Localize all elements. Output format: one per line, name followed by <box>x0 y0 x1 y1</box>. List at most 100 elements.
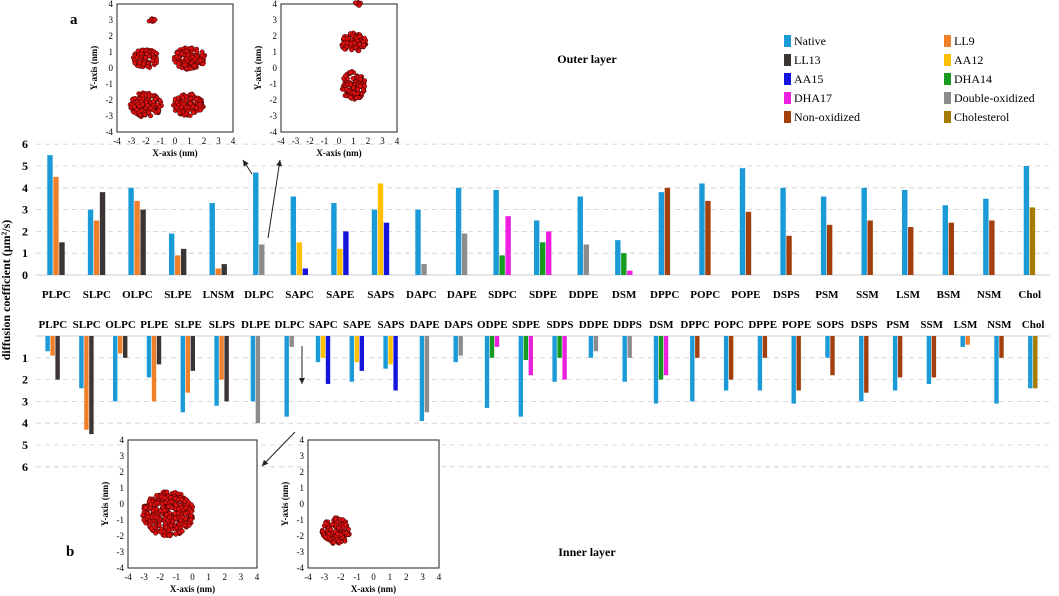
category-label-saps: SAPS <box>377 319 404 331</box>
category-label-sapc: SAPC <box>309 319 338 331</box>
category-label-plpc: PLPC <box>39 319 68 331</box>
bar-nsm-native <box>994 336 999 404</box>
inset-y-tick: -2 <box>270 95 278 105</box>
legend-swatch-cholesterol <box>944 111 951 123</box>
bar-nsm-native <box>983 198 989 275</box>
particle <box>144 103 150 109</box>
inset-y-tick: 3 <box>273 15 278 25</box>
category-label-dape: DAPE <box>410 319 440 331</box>
particle <box>161 508 167 513</box>
category-label-slpe: SLPE <box>174 319 202 331</box>
arrow-outer-left <box>242 159 253 175</box>
inset-x-tick: -3 <box>321 572 329 582</box>
bar-slpc-native <box>79 336 84 389</box>
particle-cluster <box>140 489 196 539</box>
y-tick-label-outer: 1 <box>22 246 28 260</box>
y-tick-label-outer: 2 <box>22 224 28 238</box>
particle-cluster <box>353 0 363 8</box>
particle <box>353 45 359 50</box>
particle <box>348 70 354 75</box>
y-tick-label-inner: 2 <box>22 373 28 387</box>
bar-dsm-dha17 <box>663 336 669 376</box>
category-label-popc: POPC <box>714 319 744 331</box>
particle <box>320 528 326 534</box>
particle <box>341 36 346 41</box>
particle <box>150 508 156 513</box>
y-tick-label-inner: 1 <box>22 351 28 365</box>
legend-label-native: Native <box>794 34 826 48</box>
bar-olpc-ll13 <box>140 209 146 275</box>
particle <box>184 48 189 54</box>
bar-daps-double-oxidized <box>458 336 463 356</box>
inset-y-tick: 1 <box>120 483 125 493</box>
bar-sops-non-oxidized <box>830 336 835 376</box>
particle <box>198 107 203 113</box>
particle-cluster <box>146 16 158 24</box>
particle <box>192 63 198 69</box>
category-label-dlpc: DLPC <box>244 289 274 301</box>
inset-y-tick: 3 <box>300 451 305 461</box>
bar-olpc-ll13 <box>123 336 128 358</box>
inset-x-tick: -1 <box>353 572 361 582</box>
particle-cluster <box>171 45 208 72</box>
particle <box>173 502 179 508</box>
bar-slpc-ll9 <box>84 336 89 430</box>
category-label-chol: Chol <box>1022 319 1045 331</box>
particle <box>173 531 179 537</box>
legend-label-aa15: AA15 <box>794 72 823 86</box>
inset-inner-right: -4 -3 -2 -1 0 1 2 3 4 4 3 2 1 0 -1 -2 -3 -4 X-axis (nm) Y-a… <box>280 435 442 594</box>
particle <box>150 58 155 64</box>
inset-x-tick: -2 <box>142 136 150 146</box>
bar-saps-native <box>383 336 388 369</box>
y-tick-label-outer: 3 <box>22 203 28 217</box>
bar-popc-native <box>723 336 729 391</box>
inset-frame <box>307 439 440 569</box>
inset-y-tick: -1 <box>270 79 278 89</box>
bar-saps-aa12 <box>388 336 393 365</box>
particle <box>164 489 170 495</box>
particle <box>340 517 346 522</box>
bar-sdpe-dha14 <box>540 242 546 275</box>
category-label-dsm: DSM <box>649 319 674 331</box>
bar-dape-native <box>419 336 425 422</box>
inset-x-tick: -2 <box>337 572 345 582</box>
legend-swatch-dha14 <box>944 73 951 85</box>
inset-y-label: Y-axis (nm) <box>280 482 290 526</box>
category-label-slpe: SLPE <box>164 289 192 301</box>
category-label-sdpc: SDPC <box>488 289 517 301</box>
legend: Native LL9 LL13 AA12 AA15 DHA14 DHA17 Double-ox… <box>784 34 1035 124</box>
inset-y-tick: 0 <box>120 499 125 509</box>
particle <box>162 515 168 521</box>
inset-y-label: Y-axis (nm) <box>89 46 99 90</box>
particle <box>172 511 178 516</box>
category-label-slpc: SLPC <box>73 319 101 331</box>
bar-slpe-ll13 <box>190 336 195 371</box>
particle <box>358 83 363 89</box>
outer-layer-title: Outer layer <box>557 52 617 66</box>
bar-dlpc-double-oxidized <box>289 336 294 347</box>
particle <box>335 531 341 537</box>
bar-slpe-ll13 <box>180 248 187 275</box>
inset-y-tick: 2 <box>109 31 114 41</box>
legend-label-non-oxidized: Non-oxidized <box>794 110 860 124</box>
bar-saps-aa12 <box>377 183 384 275</box>
bar-olpc-ll9 <box>118 336 123 354</box>
particle <box>135 48 141 54</box>
particle <box>174 525 180 531</box>
particle <box>168 523 174 528</box>
bar-daps-native <box>453 336 458 363</box>
bar-dlpc-native <box>253 172 259 275</box>
particle <box>336 538 342 544</box>
particle <box>142 55 148 61</box>
particle <box>199 52 205 58</box>
category-label-saps: SAPS <box>367 289 394 301</box>
category-label-olpc: OLPC <box>105 319 136 331</box>
bar-sapc-native <box>290 196 297 275</box>
particle <box>184 56 190 62</box>
particle <box>162 533 167 538</box>
category-label-sdpe: SDPE <box>512 319 540 331</box>
bar-lsm-non-oxidized <box>908 227 914 275</box>
bar-dsm-native <box>615 240 621 275</box>
particle <box>153 50 159 56</box>
inset-y-tick: 0 <box>109 63 114 73</box>
